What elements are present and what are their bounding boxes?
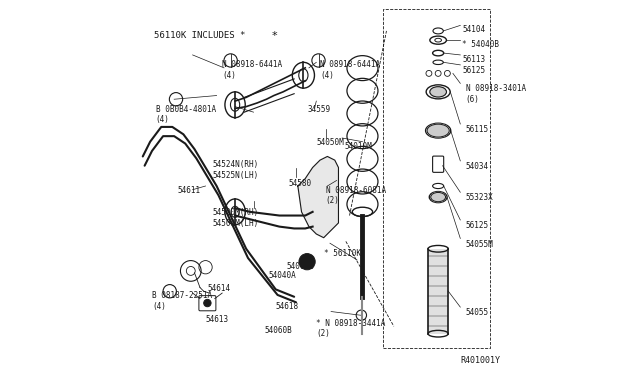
Text: * 54040B: * 54040B xyxy=(462,40,499,49)
Text: N 08918-6081A
(2): N 08918-6081A (2) xyxy=(326,186,386,205)
Text: 54040A: 54040A xyxy=(268,271,296,280)
Ellipse shape xyxy=(430,87,447,97)
Text: R401001Y: R401001Y xyxy=(460,356,500,365)
Ellipse shape xyxy=(431,192,445,202)
Text: 54060B: 54060B xyxy=(287,262,314,271)
Polygon shape xyxy=(298,157,339,238)
Text: 54618: 54618 xyxy=(276,302,299,311)
Text: B 0B0B4-4801A
(4): B 0B0B4-4801A (4) xyxy=(156,105,216,124)
Text: 54055: 54055 xyxy=(466,308,489,317)
Text: 54613: 54613 xyxy=(205,315,228,324)
Text: *: * xyxy=(272,31,278,41)
Ellipse shape xyxy=(427,124,449,137)
Text: 56125: 56125 xyxy=(466,221,489,230)
Text: 54614: 54614 xyxy=(207,284,230,293)
Text: 54104: 54104 xyxy=(462,25,485,34)
Text: 54611: 54611 xyxy=(178,186,201,195)
Text: * 56110K: * 56110K xyxy=(324,249,361,258)
Circle shape xyxy=(299,254,316,270)
Text: 54055M: 54055M xyxy=(466,240,493,248)
Text: * N 08918-3441A
(2): * N 08918-3441A (2) xyxy=(316,319,386,338)
Text: 54010M: 54010M xyxy=(344,142,372,151)
Text: N 08918-3401A
(6): N 08918-3401A (6) xyxy=(466,84,526,104)
Text: 54060B: 54060B xyxy=(264,326,292,335)
Bar xyxy=(428,249,448,334)
Text: 34559: 34559 xyxy=(307,105,330,114)
Text: 56113: 56113 xyxy=(462,55,485,64)
Text: 56110K INCLUDES *: 56110K INCLUDES * xyxy=(154,31,245,40)
Text: N 08918-6441A
(4): N 08918-6441A (4) xyxy=(320,61,380,80)
Text: 54050M: 54050M xyxy=(316,138,344,147)
Text: 54500M(RH)
54501M(LH): 54500M(RH) 54501M(LH) xyxy=(213,208,259,228)
Text: 55323X: 55323X xyxy=(466,193,493,202)
Text: B 08187-2251A
(4): B 08187-2251A (4) xyxy=(152,291,212,311)
Text: 54580: 54580 xyxy=(289,179,312,187)
Text: 54034: 54034 xyxy=(466,162,489,171)
Circle shape xyxy=(204,299,211,307)
Text: 54524N(RH)
54525N(LH): 54524N(RH) 54525N(LH) xyxy=(213,160,259,180)
Text: 56125: 56125 xyxy=(462,66,485,75)
Text: 56115: 56115 xyxy=(466,125,489,134)
Text: N 08918-6441A
(4): N 08918-6441A (4) xyxy=(222,61,282,80)
